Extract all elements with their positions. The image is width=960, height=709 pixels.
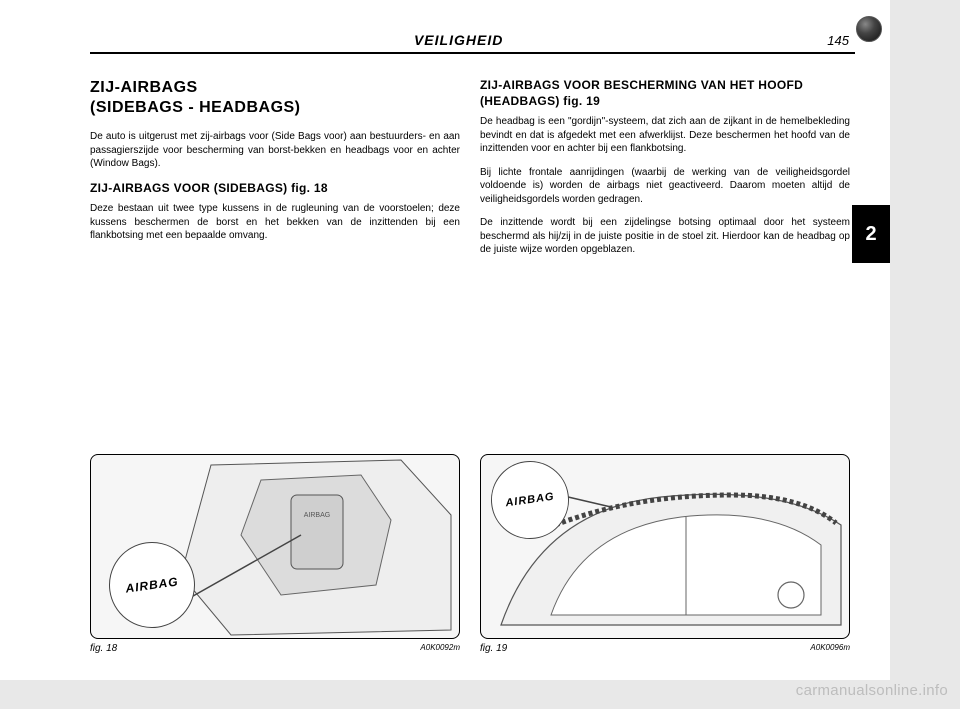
figures-row: AIRBAG AIRBAG fig. 18 A0K0092m <box>90 454 850 654</box>
chapter-tab: 2 <box>852 205 890 263</box>
section-title-line1: ZIJ-AIRBAGS <box>90 79 198 96</box>
right-column: ZIJ-AIRBAGS VOOR BESCHERMING VAN HET HOO… <box>480 78 850 267</box>
headbags-p2: Bij lichte frontale aanrijdingen (waarbi… <box>480 166 850 207</box>
figure-19-caption: fig. 19 <box>480 643 507 654</box>
sidebags-paragraph: Deze bestaan uit twee type kussens in de… <box>90 202 460 243</box>
figure-18: AIRBAG AIRBAG <box>90 454 460 639</box>
header-title: VEILIGHEID <box>90 32 827 48</box>
figure-18-code: A0K0092m <box>420 643 460 654</box>
brand-logo <box>856 16 882 42</box>
intro-paragraph: De auto is uitgerust met zij-airbags voo… <box>90 130 460 171</box>
figure-18-wrap: AIRBAG AIRBAG fig. 18 A0K0092m <box>90 454 460 654</box>
headbags-p1: De headbag is een "gordijn"-systeem, dat… <box>480 115 850 156</box>
section-title-line2: (SIDEBAGS - HEADBAGS) <box>90 99 301 116</box>
left-column: ZIJ-AIRBAGS (SIDEBAGS - HEADBAGS) De aut… <box>90 78 460 253</box>
figure-19-caption-row: fig. 19 A0K0096m <box>480 643 850 654</box>
figure-18-caption: fig. 18 <box>90 643 117 654</box>
figure-18-caption-row: fig. 18 A0K0092m <box>90 643 460 654</box>
figure-19: AIRBAG <box>480 454 850 639</box>
sidebags-heading: ZIJ-AIRBAGS VOOR (SIDEBAGS) fig. 18 <box>90 181 460 197</box>
page-header: VEILIGHEID 145 <box>90 28 855 54</box>
figure-19-wrap: AIRBAG fig. 19 A0K0096m <box>480 454 850 654</box>
section-title: ZIJ-AIRBAGS (SIDEBAGS - HEADBAGS) <box>90 78 460 118</box>
header-page-number: 145 <box>827 33 855 48</box>
figure-19-code: A0K0096m <box>810 643 850 654</box>
watermark-text: carmanualsonline.info <box>796 682 948 699</box>
headbags-p3: De inzittende wordt bij een zijdelingse … <box>480 216 850 257</box>
content-area: ZIJ-AIRBAGS (SIDEBAGS - HEADBAGS) De aut… <box>90 78 850 267</box>
airbag-badge-label: AIRBAG <box>125 574 180 595</box>
svg-text:AIRBAG: AIRBAG <box>304 512 330 519</box>
manual-page: VEILIGHEID 145 2 ZIJ-AIRBAGS (SIDEBAGS -… <box>0 0 890 680</box>
headbags-heading: ZIJ-AIRBAGS VOOR BESCHERMING VAN HET HOO… <box>480 78 850 109</box>
chapter-number: 2 <box>865 223 876 246</box>
airbag-badge-label: AIRBAG <box>505 491 556 510</box>
